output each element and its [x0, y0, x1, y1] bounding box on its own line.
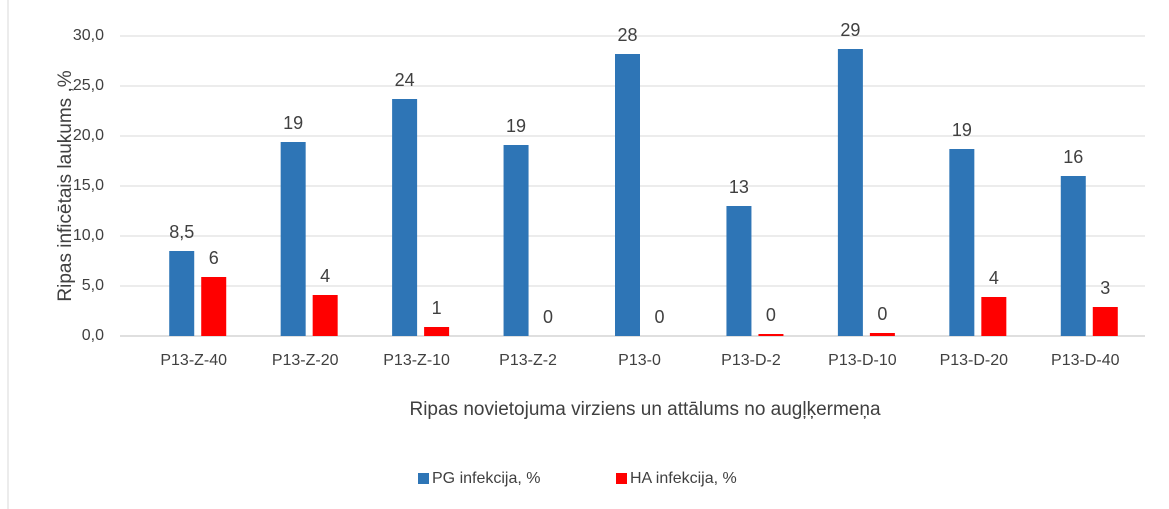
y-tick-label: 30,0 — [73, 27, 104, 44]
bar — [949, 149, 975, 336]
value-label: 4 — [320, 266, 330, 286]
value-label: 13 — [729, 177, 749, 197]
bar — [201, 277, 227, 336]
bar — [424, 327, 450, 336]
value-label: 1 — [432, 298, 442, 318]
value-label: 0 — [877, 304, 887, 324]
x-tick-label: P13-Z-40 — [160, 352, 227, 369]
bar — [869, 333, 895, 336]
x-tick-label: P13-D-20 — [940, 352, 1009, 369]
value-label: 0 — [543, 307, 553, 327]
y-axis-title: Ripas inficētais laukums ,% — [55, 70, 76, 301]
x-tick-label: P13-D-10 — [828, 352, 897, 369]
x-tick-label: P13-D-40 — [1051, 352, 1120, 369]
bar — [981, 297, 1007, 336]
value-label: 3 — [1100, 278, 1110, 298]
x-tick-label: P13-0 — [618, 352, 661, 369]
bar — [837, 49, 863, 336]
value-label: 6 — [209, 248, 219, 268]
value-label: 19 — [952, 120, 972, 140]
value-label: 0 — [654, 307, 664, 327]
value-label: 29 — [840, 20, 860, 40]
y-tick-label: 15,0 — [73, 177, 104, 194]
value-label: 19 — [506, 116, 526, 136]
legend-swatch — [616, 473, 627, 484]
x-tick-label: P13-Z-20 — [272, 352, 339, 369]
bar — [726, 206, 752, 336]
value-label: 19 — [283, 113, 303, 133]
bar — [169, 251, 195, 336]
bar — [1092, 307, 1118, 336]
value-label: 28 — [617, 25, 637, 45]
y-tick-label: 20,0 — [73, 127, 104, 144]
value-label: 24 — [395, 70, 415, 90]
bar — [503, 145, 529, 336]
y-tick-label: 0,0 — [82, 327, 104, 344]
bar — [312, 295, 338, 336]
legend-swatch — [418, 473, 429, 484]
y-tick-label: 5,0 — [82, 277, 104, 294]
x-axis-title: Ripas novietojuma virziens un attālums n… — [409, 399, 880, 420]
bar — [758, 334, 784, 336]
legend-label: PG infekcija, % — [432, 470, 540, 487]
value-label: 8,5 — [169, 222, 194, 242]
bar — [1060, 176, 1086, 336]
value-label: 0 — [766, 305, 776, 325]
bar — [615, 54, 640, 336]
y-tick-label: 25,0 — [73, 77, 104, 94]
y-tick-label: 10,0 — [73, 227, 104, 244]
legend-label: HA infekcija, % — [630, 470, 737, 487]
value-label: 16 — [1063, 147, 1083, 167]
x-tick-label: P13-D-2 — [721, 352, 781, 369]
bar — [280, 142, 306, 336]
value-label: 4 — [989, 268, 999, 288]
bar — [392, 99, 418, 336]
x-tick-label: P13-Z-10 — [383, 352, 450, 369]
x-tick-label: P13-Z-2 — [499, 352, 557, 369]
